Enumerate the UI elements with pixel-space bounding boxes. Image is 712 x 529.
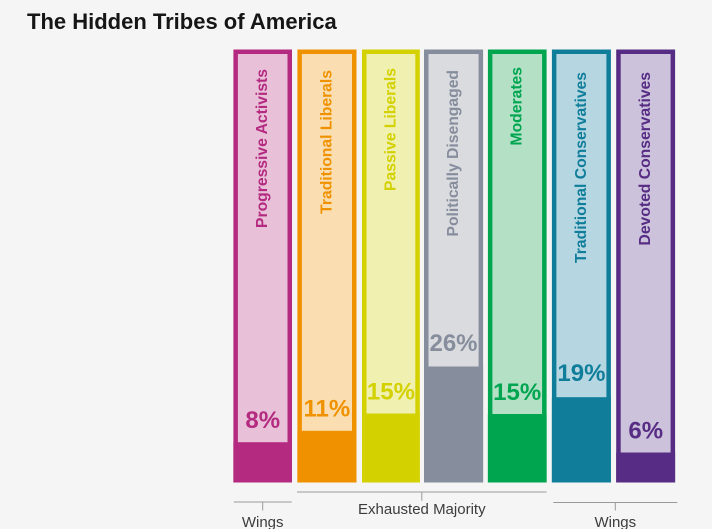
svg-text:15%: 15% (493, 379, 541, 406)
svg-text:8%: 8% (245, 407, 280, 434)
svg-text:26%: 26% (429, 330, 477, 357)
svg-text:15%: 15% (367, 378, 415, 405)
svg-text:11%: 11% (304, 396, 351, 423)
svg-text:Devoted Conservatives: Devoted Conservatives (637, 72, 654, 246)
svg-text:Passive Liberals: Passive Liberals (382, 68, 399, 191)
svg-text:Politically Disengaged: Politically Disengaged (445, 70, 462, 237)
svg-text:Moderates: Moderates (509, 67, 526, 146)
svg-text:6%: 6% (628, 417, 663, 444)
svg-text:Traditional Conservatives: Traditional Conservatives (573, 72, 590, 263)
svg-text:19%: 19% (557, 360, 605, 387)
svg-text:Wings: Wings (594, 514, 636, 529)
svg-text:Traditional Liberals: Traditional Liberals (318, 70, 335, 214)
svg-text:Wings: Wings (242, 514, 284, 529)
svg-text:Progressive Activists: Progressive Activists (254, 69, 271, 228)
svg-text:The Hidden Tribes of America: The Hidden Tribes of America (27, 9, 337, 34)
svg-text:Exhausted Majority: Exhausted Majority (358, 501, 486, 518)
